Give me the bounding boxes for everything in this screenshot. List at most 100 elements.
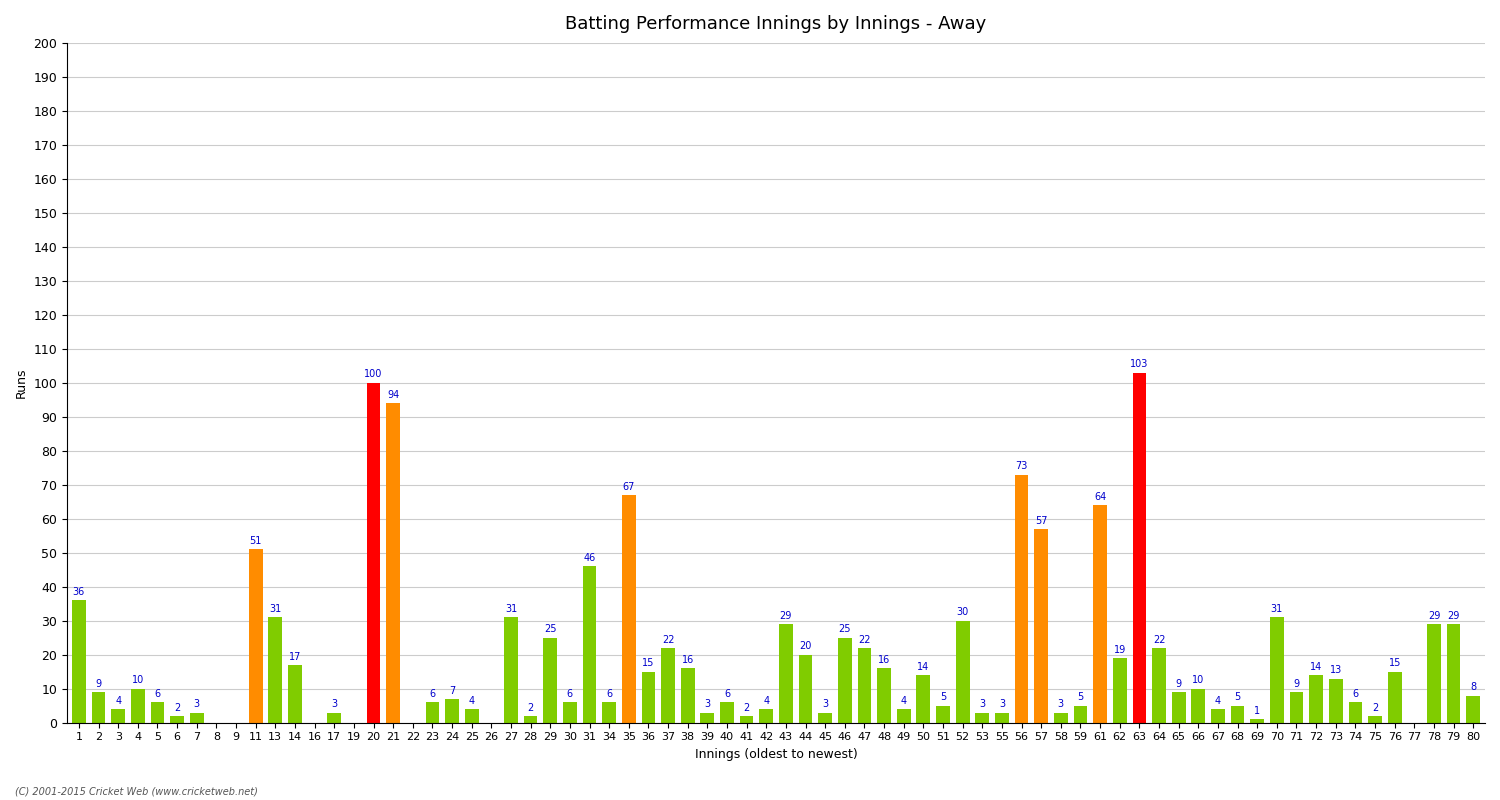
- Text: 6: 6: [724, 689, 730, 699]
- Bar: [1230, 706, 1245, 722]
- Bar: [1270, 618, 1284, 722]
- Bar: [1113, 658, 1126, 722]
- Bar: [562, 702, 578, 722]
- Bar: [1368, 716, 1382, 722]
- Text: 9: 9: [96, 678, 102, 689]
- Text: 3: 3: [194, 699, 200, 709]
- Bar: [327, 713, 340, 722]
- Bar: [956, 621, 969, 722]
- Text: 14: 14: [1310, 662, 1322, 672]
- Text: 6: 6: [1353, 689, 1359, 699]
- Bar: [936, 706, 950, 722]
- Bar: [1310, 675, 1323, 722]
- Text: 16: 16: [878, 655, 890, 665]
- Bar: [524, 716, 537, 722]
- Bar: [1172, 692, 1185, 722]
- Bar: [819, 713, 833, 722]
- Bar: [426, 702, 439, 722]
- Bar: [681, 668, 694, 722]
- Text: 25: 25: [839, 624, 850, 634]
- Bar: [268, 618, 282, 722]
- Bar: [1074, 706, 1088, 722]
- Text: 100: 100: [364, 370, 382, 379]
- Bar: [366, 383, 381, 722]
- Bar: [878, 668, 891, 722]
- Text: (C) 2001-2015 Cricket Web (www.cricketweb.net): (C) 2001-2015 Cricket Web (www.cricketwe…: [15, 786, 258, 796]
- Bar: [1014, 474, 1029, 722]
- Text: 15: 15: [642, 658, 654, 668]
- Text: 3: 3: [999, 699, 1005, 709]
- Text: 5: 5: [1077, 692, 1083, 702]
- Text: 6: 6: [429, 689, 435, 699]
- Bar: [1290, 692, 1304, 722]
- Text: 9: 9: [1293, 678, 1299, 689]
- Bar: [92, 692, 105, 722]
- Bar: [1467, 695, 1480, 722]
- Text: 25: 25: [544, 624, 556, 634]
- Bar: [858, 648, 871, 722]
- Bar: [249, 550, 262, 722]
- Text: 10: 10: [1192, 675, 1204, 686]
- Bar: [1251, 719, 1264, 722]
- Text: 22: 22: [858, 634, 870, 645]
- Text: 6: 6: [567, 689, 573, 699]
- Bar: [1446, 624, 1461, 722]
- Bar: [1348, 702, 1362, 722]
- Bar: [1191, 689, 1204, 722]
- Bar: [700, 713, 714, 722]
- Text: 5: 5: [1234, 692, 1240, 702]
- Text: 10: 10: [132, 675, 144, 686]
- Bar: [465, 709, 478, 722]
- Text: 13: 13: [1329, 665, 1342, 675]
- Text: 3: 3: [332, 699, 338, 709]
- Text: 3: 3: [980, 699, 986, 709]
- Text: 2: 2: [744, 702, 750, 713]
- Bar: [171, 716, 184, 722]
- Text: 4: 4: [764, 696, 770, 706]
- Text: 67: 67: [622, 482, 634, 491]
- Text: 57: 57: [1035, 515, 1047, 526]
- Bar: [1329, 678, 1342, 722]
- Text: 31: 31: [268, 604, 282, 614]
- Text: 4: 4: [116, 696, 122, 706]
- Text: 29: 29: [780, 610, 792, 621]
- Bar: [288, 665, 302, 722]
- Text: 94: 94: [387, 390, 399, 400]
- Bar: [1210, 709, 1225, 722]
- Text: 4: 4: [900, 696, 908, 706]
- Bar: [1426, 624, 1442, 722]
- Text: 29: 29: [1448, 610, 1460, 621]
- Bar: [897, 709, 910, 722]
- Bar: [994, 713, 1010, 722]
- Text: 51: 51: [249, 536, 262, 546]
- X-axis label: Innings (oldest to newest): Innings (oldest to newest): [694, 748, 858, 761]
- Bar: [759, 709, 772, 722]
- Text: 64: 64: [1094, 492, 1106, 502]
- Bar: [1094, 505, 1107, 722]
- Text: 14: 14: [916, 662, 930, 672]
- Text: 8: 8: [1470, 682, 1476, 692]
- Bar: [1152, 648, 1166, 722]
- Text: 103: 103: [1130, 359, 1149, 370]
- Bar: [582, 566, 597, 722]
- Bar: [778, 624, 794, 722]
- Text: 6: 6: [606, 689, 612, 699]
- Text: 17: 17: [290, 651, 302, 662]
- Text: 31: 31: [506, 604, 518, 614]
- Bar: [975, 713, 988, 722]
- Text: 7: 7: [448, 686, 454, 695]
- Text: 2: 2: [174, 702, 180, 713]
- Text: 22: 22: [1154, 634, 1166, 645]
- Bar: [1388, 672, 1401, 722]
- Text: 36: 36: [74, 587, 86, 597]
- Text: 4: 4: [1215, 696, 1221, 706]
- Bar: [740, 716, 753, 722]
- Text: 4: 4: [468, 696, 476, 706]
- Text: 9: 9: [1176, 678, 1182, 689]
- Text: 3: 3: [705, 699, 711, 709]
- Bar: [839, 638, 852, 722]
- Text: 22: 22: [662, 634, 675, 645]
- Bar: [190, 713, 204, 722]
- Bar: [603, 702, 616, 722]
- Text: 6: 6: [154, 689, 160, 699]
